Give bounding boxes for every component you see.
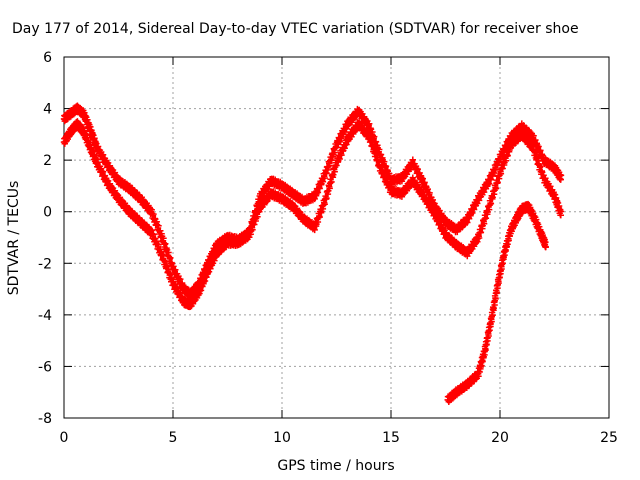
y-tick-label: 2 — [43, 153, 52, 169]
y-tick-label: -2 — [38, 256, 52, 272]
chart-title: Day 177 of 2014, Sidereal Day-to-day VTE… — [12, 21, 579, 37]
y-tick-label: 6 — [43, 50, 52, 66]
x-tick-label: 0 — [60, 430, 69, 446]
y-tick-label: -6 — [38, 359, 52, 375]
series-track-3 — [444, 200, 549, 405]
y-axis-label: SDTVAR / TECUs — [6, 181, 22, 296]
marker-trace — [444, 200, 549, 405]
x-tick-label: 15 — [382, 430, 400, 446]
x-tick-label: 20 — [491, 430, 509, 446]
series-track-2 — [60, 118, 565, 311]
y-tick-label: -8 — [38, 411, 52, 427]
y-tick-label: -4 — [38, 308, 52, 324]
y-tick-label: 4 — [43, 102, 52, 118]
marker-trace — [60, 118, 565, 311]
x-tick-label: 10 — [273, 430, 291, 446]
x-axis: 0 5 10 15 20 25 — [60, 57, 618, 446]
x-tick-label: 5 — [169, 430, 178, 446]
x-tick-label: 25 — [600, 430, 618, 446]
y-axis: -8 -6 -4 -2 0 2 4 6 — [38, 50, 609, 427]
gridlines — [64, 57, 609, 418]
data-points — [60, 102, 565, 405]
y-tick-label: 0 — [43, 205, 52, 221]
x-axis-label: GPS time / hours — [277, 458, 394, 474]
plot-frame — [63, 56, 610, 419]
